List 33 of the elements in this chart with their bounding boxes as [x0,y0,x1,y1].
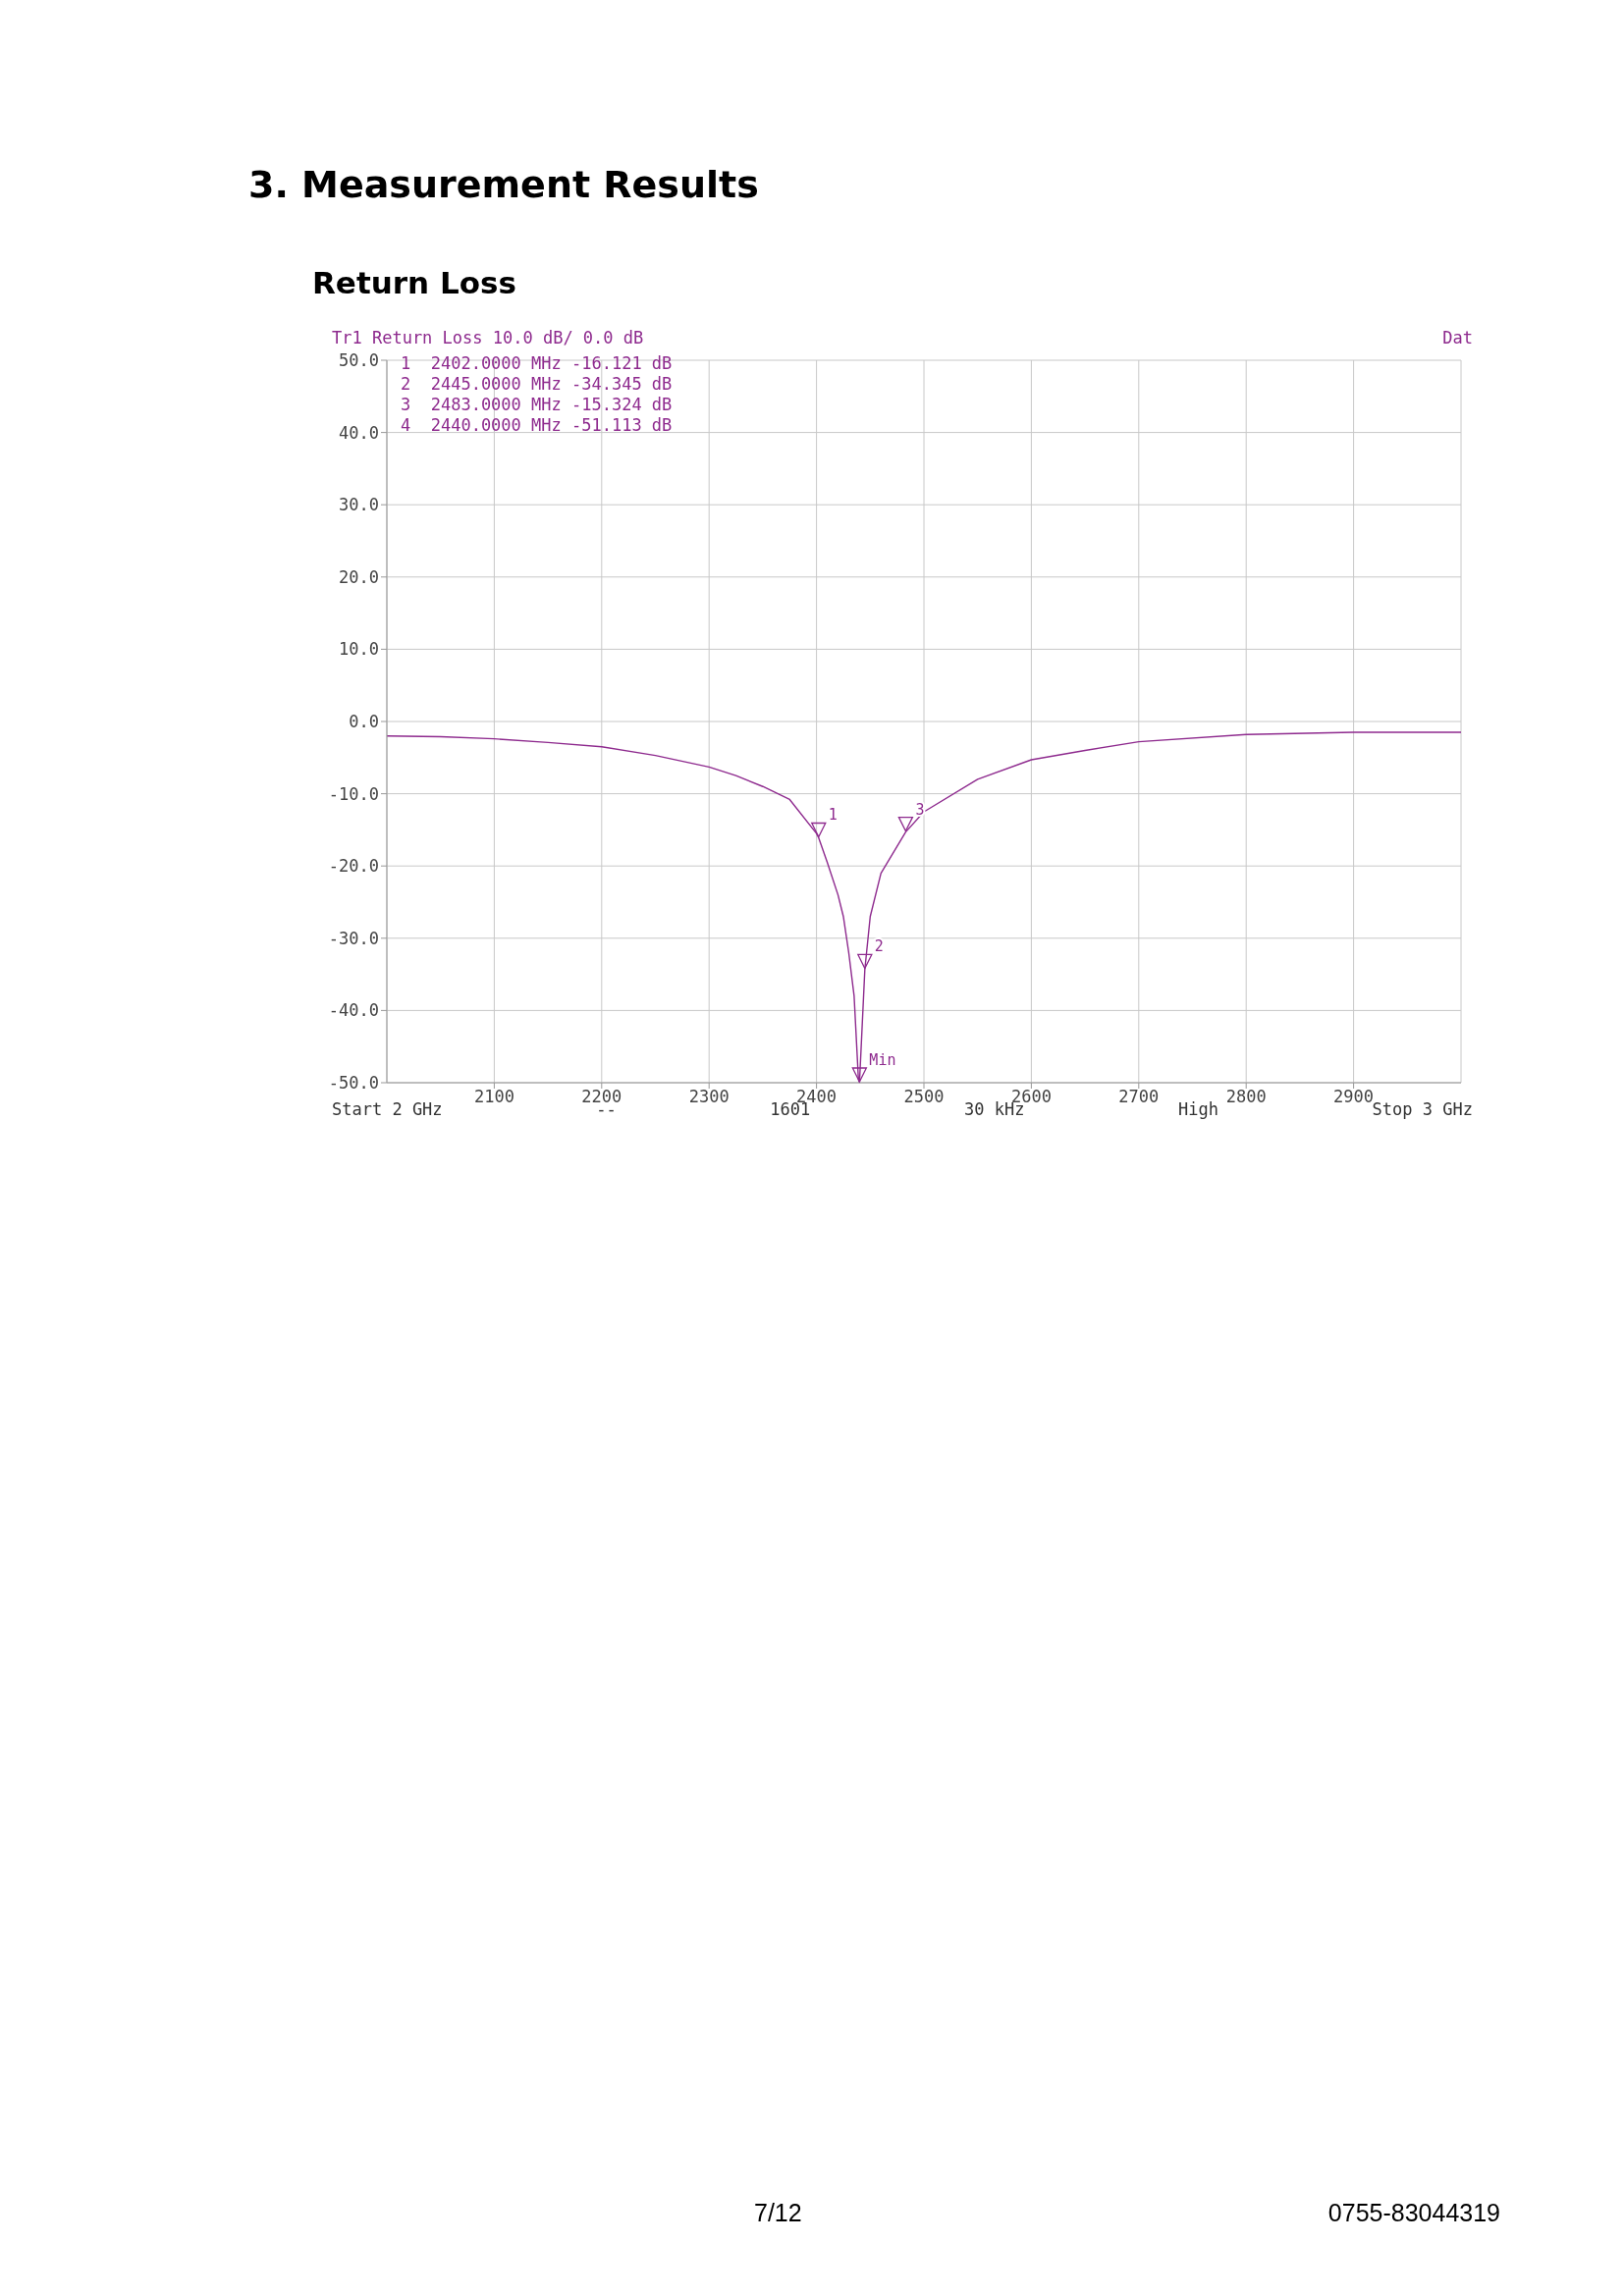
x-tick-label: 2100 [473,1087,514,1107]
text: Tr1 Return Loss 10.0 dB/ 0.0 dB [332,328,644,347]
y-tick-label: 20.0 [339,566,379,587]
text: High [1178,1099,1218,1119]
annotation: 3 [915,800,925,819]
annotation: 1 [828,806,838,825]
chart-subtitle: Return Loss [312,265,516,300]
text: 0755-83044319 [1327,2199,1500,2227]
x-tick-label: 2500 [903,1087,945,1107]
y-tick-label: 40.0 [339,422,379,443]
chart-title: 3. Measurement Results [248,163,759,206]
annotation: 3 2483.0000 MHz -15.324 dB [401,395,673,415]
annotation: 2 2445.0000 MHz -34.345 dB [401,374,673,395]
y-tick-label: 10.0 [339,639,379,660]
x-tick-label: 2700 [1118,1087,1160,1107]
y-tick-label: 0.0 [349,712,379,732]
x-tick-label: 2800 [1225,1087,1267,1107]
annotation: Min [869,1051,896,1069]
text: Dat [1442,328,1473,347]
text: 7/12 [754,2199,802,2227]
y-tick-label: -20.0 [328,856,379,877]
annotation: 2 [874,937,884,956]
y-tick-label: -10.0 [328,783,379,804]
text: Stop 3 GHz [1372,1099,1473,1119]
text: Start 2 GHz [332,1099,443,1119]
y-tick-label: 50.0 [339,350,379,371]
y-tick-label: -40.0 [328,1000,379,1021]
annotation: 1 2402.0000 MHz -16.121 dB [401,353,673,374]
y-tick-label: 30.0 [339,495,379,515]
y-tick-label: -30.0 [328,928,379,948]
annotation: 4 2440.0000 MHz -51.113 dB [401,415,673,436]
x-tick-label: 2300 [688,1087,730,1107]
y-tick-label: -50.0 [328,1073,379,1094]
